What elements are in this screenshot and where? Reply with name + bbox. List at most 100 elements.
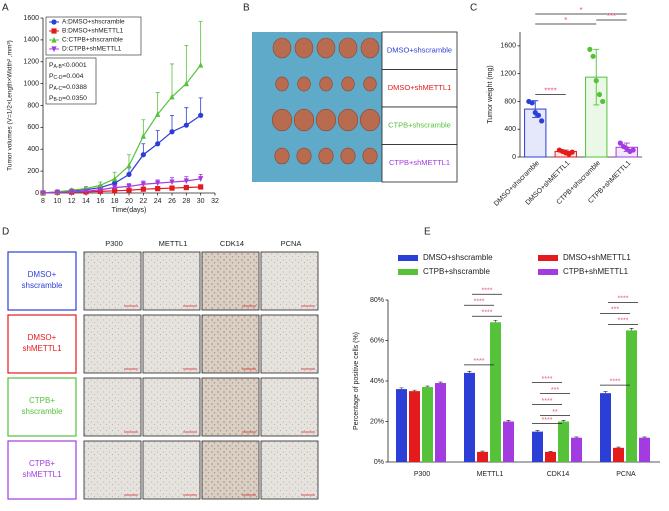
y-tick-label: 80% [370, 297, 384, 304]
error-bar [468, 371, 472, 373]
y-tick-label: 1200 [23, 59, 39, 66]
tumor [320, 77, 333, 91]
point [184, 185, 189, 190]
x-tick-label: 26 [168, 198, 176, 205]
stats-sub: C-D [54, 75, 63, 81]
y-tick-label: 1600 [23, 15, 39, 22]
x-tick-label: 10 [53, 198, 61, 205]
stats-annotation: PA-C=0.0388 [49, 84, 87, 93]
bar [503, 422, 514, 463]
significance-label: **** [618, 318, 629, 325]
y-tick-label: 200 [27, 168, 39, 175]
y-tick-label: 60% [370, 337, 384, 344]
bar [532, 432, 543, 462]
error-bar [184, 45, 188, 83]
stats-value: =0.0350 [62, 95, 87, 102]
panel-label: B [243, 3, 250, 14]
error-bar [643, 437, 647, 438]
y-tick-label: 20% [370, 418, 384, 425]
column-label: P300 [105, 239, 123, 248]
y-tick-label: 0 [512, 154, 516, 161]
bar [464, 373, 475, 462]
x-tick-label: 18 [111, 198, 119, 205]
legend-label: B:DMSO+shMETTL1 [62, 28, 124, 35]
error-bar [617, 447, 621, 448]
x-tick-label: 16 [96, 198, 104, 205]
ihc-image [143, 315, 200, 373]
point [169, 129, 174, 134]
panel-label: E [424, 227, 431, 238]
point [198, 62, 203, 68]
bar [435, 383, 446, 462]
ihc-image [84, 252, 141, 310]
y-tick-label: 400 [504, 126, 516, 133]
error-bar [426, 386, 430, 387]
tumor [361, 38, 379, 58]
point [600, 99, 605, 104]
point [126, 172, 131, 177]
legend-label: D:CTPB+shMETTL1 [62, 46, 122, 53]
row-label: CTPB+ [29, 396, 55, 405]
x-tick-label: 20 [125, 198, 133, 205]
x-tick-label: PCNA [616, 471, 636, 478]
tumor [338, 109, 358, 131]
error-bar [170, 64, 174, 97]
significance-label: * [564, 16, 567, 25]
error-bar [156, 92, 160, 114]
point [169, 185, 174, 190]
error-bar [481, 451, 485, 452]
legend-swatch [398, 269, 418, 275]
error-bar [494, 320, 498, 322]
significance-label: **** [474, 299, 485, 306]
y-tick-label: 600 [27, 124, 39, 131]
x-tick-label: 24 [154, 198, 162, 205]
y-tick-label: 1400 [23, 37, 39, 44]
group-label: CTPB+shMETTL1 [389, 158, 450, 167]
ihc-image [143, 378, 200, 436]
x-tick-label: CDK14 [547, 471, 570, 478]
significance-label: **** [482, 288, 493, 295]
ihc-image [202, 315, 259, 373]
tumor [364, 77, 377, 91]
significance-label: **** [618, 296, 629, 303]
tumor [294, 109, 314, 131]
y-tick-label: 0 [35, 190, 39, 197]
point [631, 147, 636, 152]
significance-label: ** [552, 409, 558, 416]
row-label: shMETTL1 [22, 470, 62, 479]
bar [613, 448, 624, 462]
tumor [319, 148, 333, 164]
row-label: shscramble [22, 281, 63, 290]
significance-label: **** [474, 358, 485, 365]
ihc-image [143, 441, 200, 499]
point [126, 163, 131, 169]
group-label: DMSO+shMETTL1 [388, 83, 452, 92]
error-bar [604, 392, 608, 394]
y-tick-label: 1600 [500, 43, 516, 50]
error-bar [549, 451, 553, 452]
point [155, 186, 160, 191]
group-label: CTPB+shscramble [388, 121, 451, 130]
column-label: CDK14 [220, 239, 244, 248]
ihc-image [261, 315, 318, 373]
bar [600, 393, 611, 462]
tumor [273, 38, 291, 58]
error-bar [413, 390, 417, 391]
column-label: PCNA [281, 239, 302, 248]
point [597, 92, 602, 97]
bar [545, 452, 556, 462]
tumor [272, 109, 292, 131]
panel-label: A [2, 3, 9, 14]
significance-label: * [579, 6, 582, 15]
significance-label: **** [542, 417, 553, 424]
ihc-image [202, 441, 259, 499]
bar [396, 389, 407, 462]
series [40, 184, 203, 195]
stats-annotation: PC-D=0.004 [49, 73, 84, 82]
x-tick-label: 30 [197, 198, 205, 205]
bar [477, 452, 488, 462]
y-tick-label: 40% [370, 378, 384, 385]
y-tick-label: 800 [504, 98, 516, 105]
y-tick-label: 800 [27, 102, 39, 109]
point [198, 113, 203, 118]
